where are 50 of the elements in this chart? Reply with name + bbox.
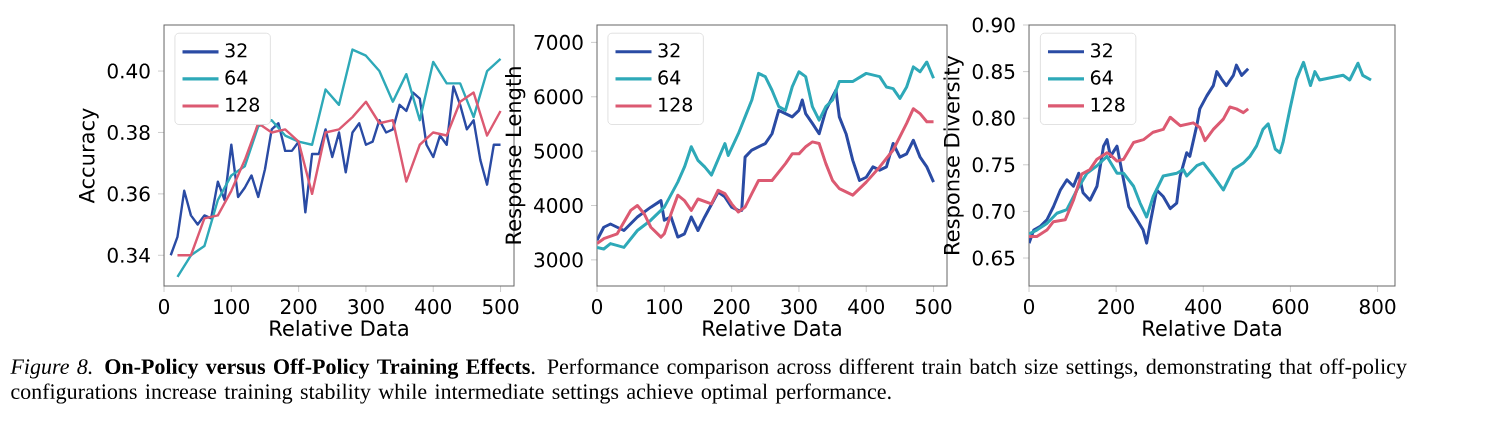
y-tick-label: 3000 [534, 252, 583, 268]
text: Figure 8. On-Policy versus Off-Policy Training Effects. Performance comparison across different train batch size settings, demonstrating that off-policy configurations increase training stability while intermediate settings achieve optimal performance. [10, 358, 1407, 404]
x-tick-label: 200 [281, 299, 317, 315]
x-tick-label: 500 [916, 299, 952, 315]
line-series [1029, 63, 1250, 245]
legend-label: 128 [659, 97, 693, 112]
x-tick-label: 0 [1023, 299, 1035, 315]
x-tick-label: 400 [1185, 299, 1222, 315]
legend-label: 128 [1091, 97, 1125, 112]
y-axis-title: Response Length [505, 67, 526, 244]
x-tick-label: 200 [714, 299, 750, 315]
x-tick-label: 200 [1098, 299, 1134, 315]
legend-label: 128 [226, 97, 260, 112]
x-tick-label: 500 [483, 299, 519, 315]
x-tick-label: 400 [415, 299, 452, 315]
y-tick-label: 0.38 [107, 124, 150, 141]
y-tick-label: 0.36 [107, 186, 150, 202]
x-axis-title: Relative Data [1143, 319, 1281, 337]
legend-label: 64 [658, 70, 681, 85]
y-tick-label: 0.85 [972, 64, 1015, 80]
y-tick-label: 0.90 [972, 17, 1015, 33]
y-tick-label: 6000 [534, 89, 583, 105]
y-tick-label: 0.80 [972, 110, 1015, 126]
x-tick-label: 300 [348, 299, 384, 315]
y-axis-title: Accuracy [79, 108, 99, 204]
x-tick-label: 800 [1359, 299, 1396, 315]
x-tick-label: 600 [1272, 299, 1309, 315]
y-tick-label: 4000 [534, 197, 583, 214]
legend-label: 64 [225, 70, 248, 85]
x-axis-title: Relative Data [703, 319, 841, 337]
legend-label: 64 [1090, 70, 1113, 85]
y-tick-label: 0.75 [972, 157, 1015, 173]
y-tick-label: 7000 [534, 34, 583, 50]
x-tick-label: 100 [214, 299, 250, 315]
x-tick-label: 300 [781, 299, 817, 315]
line-series [1029, 60, 1373, 236]
y-tick-label: 0.70 [972, 203, 1015, 219]
x-tick-label: 0 [591, 299, 603, 315]
x-tick-label: 0 [158, 299, 170, 315]
legend-label: 32 [225, 43, 247, 58]
x-tick-label: 100 [647, 299, 683, 315]
y-tick-label: 0.65 [972, 250, 1015, 266]
legend-label: 32 [1091, 43, 1112, 58]
x-tick-label: 400 [848, 299, 885, 315]
x-axis-title: Relative Data [270, 319, 408, 337]
y-axis-title: Response Diversity [943, 55, 964, 254]
y-tick-label: 0.34 [107, 247, 150, 263]
y-tick-label: 0.40 [107, 63, 150, 79]
legend-label: 32 [658, 43, 680, 58]
y-tick-label: 5000 [534, 143, 583, 159]
